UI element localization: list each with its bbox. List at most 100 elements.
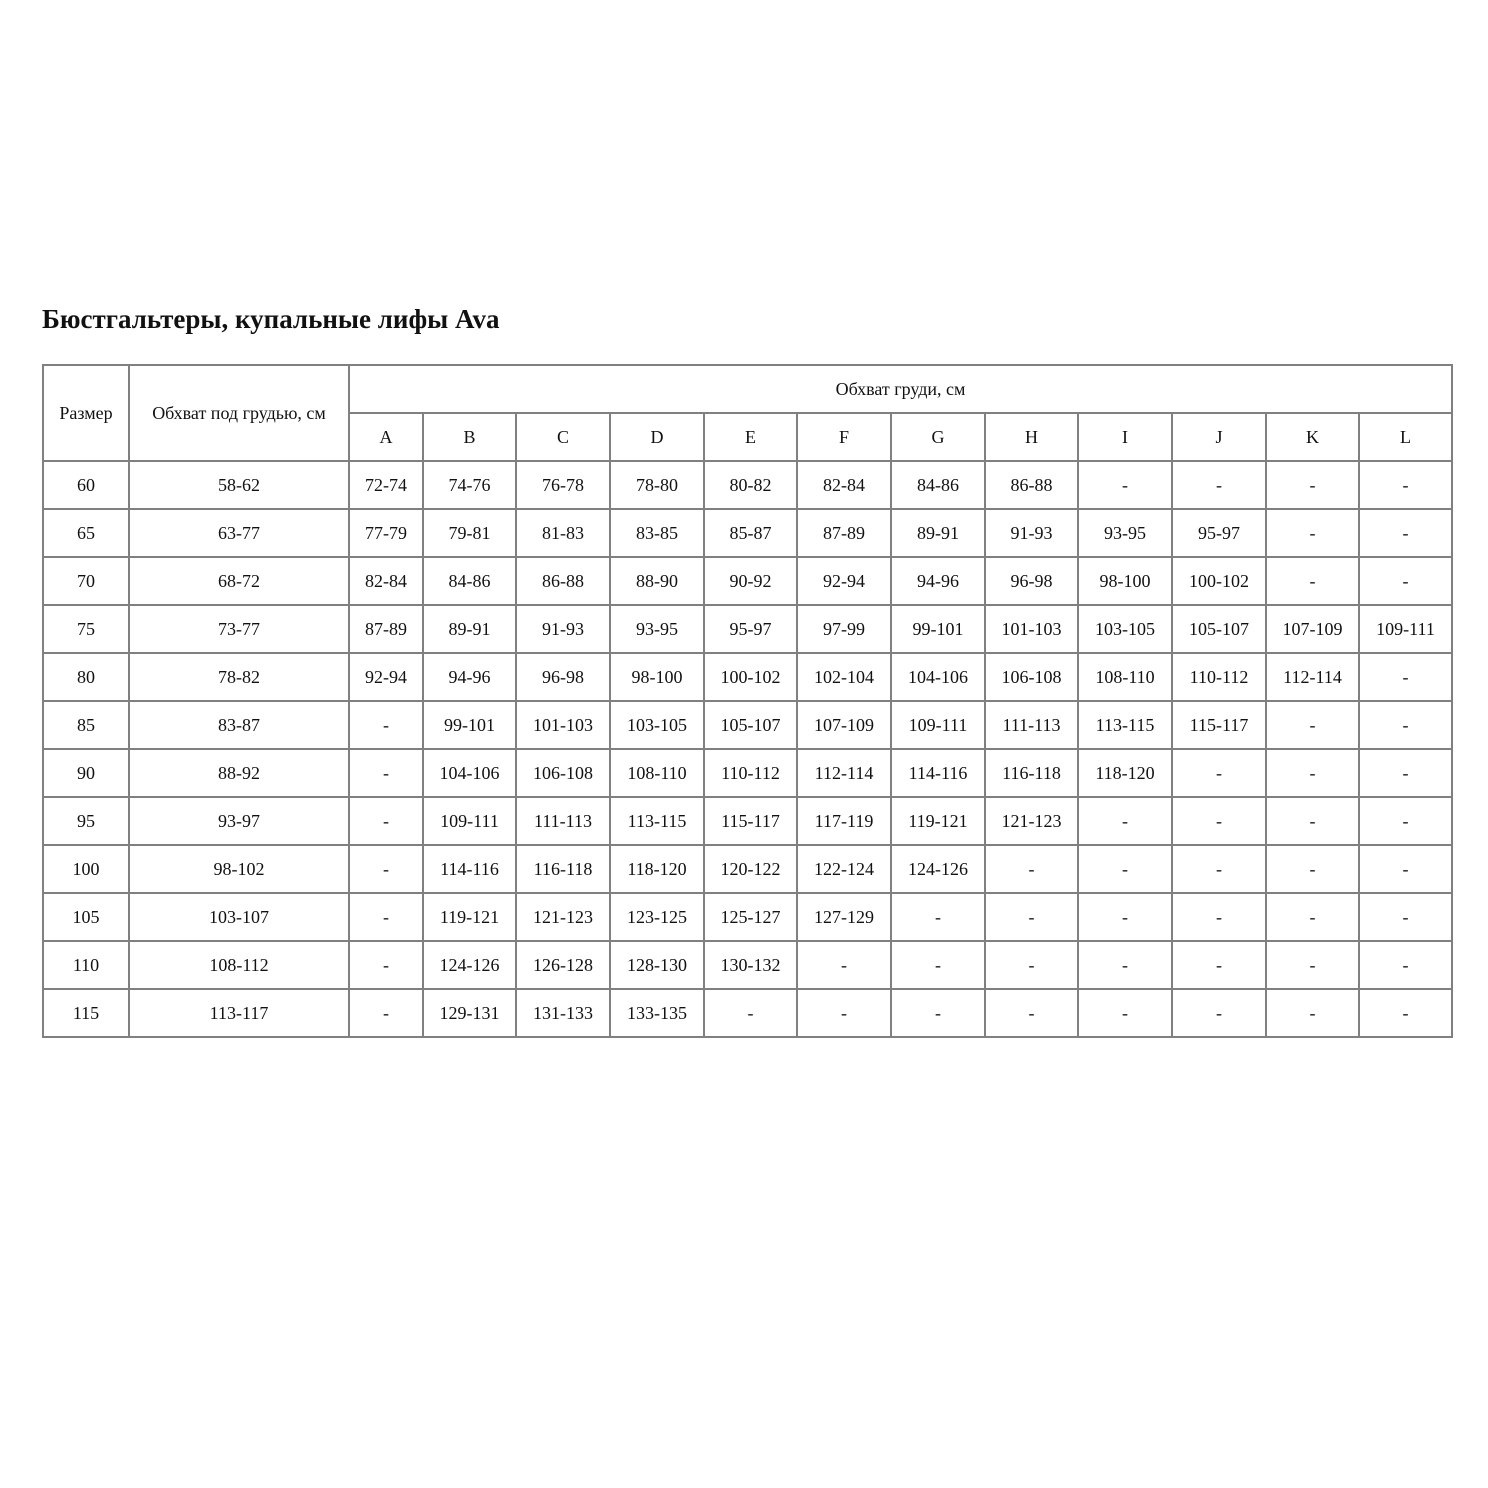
bust-cell: -: [1358, 796, 1453, 846]
bust-cell: 109-111: [1358, 604, 1453, 654]
bust-cell: -: [890, 988, 986, 1038]
bust-cell: -: [984, 844, 1079, 894]
bust-cell: 99-101: [890, 604, 986, 654]
bust-cell: -: [796, 988, 892, 1038]
table-row: 75 73-77 87-89 89-91 91-93 93-95 95-97 97-99 99-…: [42, 604, 1453, 654]
page-title: Бюстгальтеры, купальные лифы Ava: [42, 304, 500, 334]
bust-cell: -: [1358, 892, 1453, 942]
size-cell: 70: [42, 556, 130, 606]
bust-cell: -: [1265, 796, 1360, 846]
bust-cell: 95-97: [703, 604, 798, 654]
bust-cell: 96-98: [515, 652, 611, 702]
header-size: Размер: [42, 364, 130, 462]
bust-cell: 91-93: [515, 604, 611, 654]
bust-cell: -: [1077, 988, 1173, 1038]
size-cell: 95: [42, 796, 130, 846]
bust-cell: 110-112: [703, 748, 798, 798]
bust-cell: -: [1077, 844, 1173, 894]
bust-cell: 108-110: [609, 748, 705, 798]
bust-cell: 105-107: [703, 700, 798, 750]
bust-cell: -: [984, 892, 1079, 942]
bust-cell: 98-100: [609, 652, 705, 702]
bust-cell: 116-118: [515, 844, 611, 894]
table-row: 80 78-82 92-94 94-96 96-98 98-100 100-102 102-1…: [42, 652, 1453, 702]
bust-cell: -: [1358, 556, 1453, 606]
bust-cell: 121-123: [515, 892, 611, 942]
bust-cell: 100-102: [703, 652, 798, 702]
bust-cell: 109-111: [422, 796, 517, 846]
bust-cell: 118-120: [609, 844, 705, 894]
bust-cell: 84-86: [890, 460, 986, 510]
bust-cell: 103-105: [609, 700, 705, 750]
cup-header-d: D: [609, 412, 705, 462]
bust-cell: -: [1265, 460, 1360, 510]
underbust-cell: 98-102: [128, 844, 350, 894]
bust-cell: 114-116: [422, 844, 517, 894]
table-row: 105 103-107-119-121 121-123 123-125 125-127 1…: [42, 892, 1453, 942]
table-row: 90 88-92-104-106 106-108 108-110 110-112 112-…: [42, 748, 1453, 798]
bust-cell: 98-100: [1077, 556, 1173, 606]
bust-cell: 107-109: [1265, 604, 1360, 654]
bust-cell: -: [348, 988, 424, 1038]
cup-header-f: F: [796, 412, 892, 462]
bust-cell: 104-106: [422, 748, 517, 798]
bust-cell: -: [1265, 988, 1360, 1038]
header-row: Размер Обхват под грудью, см Обхват груд…: [42, 364, 1453, 462]
bust-cell: -: [1171, 988, 1267, 1038]
bust-cell: 97-99: [796, 604, 892, 654]
table-row: 60 58-62 72-74 74-76 76-78 78-80 80-82 82-84 84-…: [42, 460, 1453, 510]
bust-cell: 84-86: [422, 556, 517, 606]
cup-header-g: G: [890, 412, 986, 462]
size-cell: 105: [42, 892, 130, 942]
bust-cell: 90-92: [703, 556, 798, 606]
bust-cell: -: [1265, 892, 1360, 942]
bust-cell: -: [796, 940, 892, 990]
bust-cell: 115-117: [703, 796, 798, 846]
bust-cell: -: [1077, 892, 1173, 942]
bust-cell: 129-131: [422, 988, 517, 1038]
bust-cell: 91-93: [984, 508, 1079, 558]
bust-cell: 92-94: [348, 652, 424, 702]
underbust-cell: 108-112: [128, 940, 350, 990]
bust-cell: -: [1171, 748, 1267, 798]
table-row: 65 63-77 77-79 79-81 81-83 83-85 85-87 87-89 89-…: [42, 508, 1453, 558]
header-underbust: Обхват под грудью, см: [128, 364, 350, 462]
underbust-cell: 93-97: [128, 796, 350, 846]
bust-cell: 127-129: [796, 892, 892, 942]
bust-cell: -: [348, 796, 424, 846]
underbust-cell: 63-77: [128, 508, 350, 558]
bust-cell: 112-114: [796, 748, 892, 798]
bust-cell: 74-76: [422, 460, 517, 510]
bust-cell: 94-96: [422, 652, 517, 702]
bust-cell: 120-122: [703, 844, 798, 894]
bust-cell: 94-96: [890, 556, 986, 606]
table-row: 70 68-72 82-84 84-86 86-88 88-90 90-92 92-94 94-…: [42, 556, 1453, 606]
size-cell: 75: [42, 604, 130, 654]
bust-cell: 106-108: [984, 652, 1079, 702]
bust-cell: 82-84: [796, 460, 892, 510]
bust-cell: 122-124: [796, 844, 892, 894]
bust-cell: 126-128: [515, 940, 611, 990]
cup-header-h: H: [984, 412, 1079, 462]
cup-header-a: A: [348, 412, 424, 462]
bust-cell: 81-83: [515, 508, 611, 558]
bust-cell: 101-103: [515, 700, 611, 750]
bust-cell: 103-105: [1077, 604, 1173, 654]
bust-cell: 82-84: [348, 556, 424, 606]
underbust-cell: 73-77: [128, 604, 350, 654]
cup-header-k: K: [1265, 412, 1360, 462]
bust-cell: 92-94: [796, 556, 892, 606]
underbust-cell: 103-107: [128, 892, 350, 942]
size-cell: 100: [42, 844, 130, 894]
bust-cell: 119-121: [890, 796, 986, 846]
bust-cell: 105-107: [1171, 604, 1267, 654]
table-row: 95 93-97-109-111 111-113 113-115 115-117 117-…: [42, 796, 1453, 846]
bust-cell: 107-109: [796, 700, 892, 750]
bust-cell: 111-113: [515, 796, 611, 846]
bust-cell: -: [1171, 460, 1267, 510]
bust-cell: 115-117: [1171, 700, 1267, 750]
table-row: 115 113-117-129-131 131-133 133-135- - - - - - - -: [42, 988, 1453, 1038]
bust-cell: -: [1358, 988, 1453, 1038]
bust-cell: -: [1358, 844, 1453, 894]
